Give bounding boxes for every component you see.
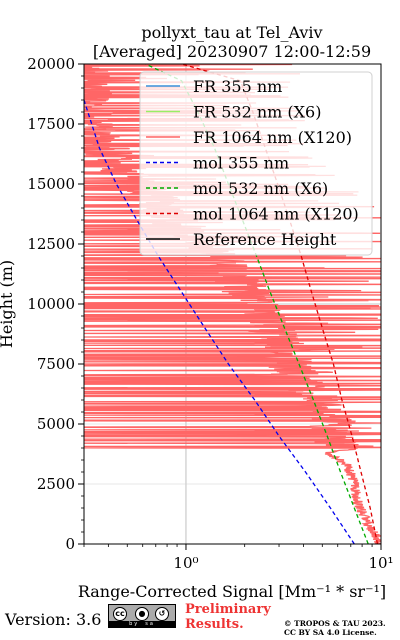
y-tick-label: 2500 — [37, 475, 75, 493]
legend-label: mol 532 nm (X6) — [193, 179, 328, 198]
chart-title: pollyxt_tau at Tel_Aviv — [141, 23, 322, 42]
y-tick-label: 0 — [65, 535, 75, 553]
legend-label: mol 1064 nm (X120) — [193, 205, 359, 224]
legend-box — [139, 71, 373, 256]
legend: FR 355 nm FR 532 nm (X6) FR 1064 nm (X120)… — [139, 71, 373, 256]
preliminary-line1: Preliminary — [185, 602, 271, 617]
legend-label: Reference Height — [193, 230, 337, 249]
y-tick-label: 15000 — [27, 175, 75, 193]
x-axis-label: Range-Corrected Signal [Mm⁻¹ * sr⁻¹] — [78, 582, 386, 601]
y-tick-label: 7500 — [37, 355, 75, 373]
legend-label: FR 1064 nm (X120) — [193, 128, 352, 147]
copyright-note: © TROPOS & TAU 2023. CC BY SA 4.0 Licens… — [284, 619, 386, 637]
legend-label: FR 532 nm (X6) — [193, 103, 321, 122]
sa-icon: ↺ — [155, 607, 169, 621]
legend-label: mol 355 nm — [193, 154, 289, 173]
chart-subtitle: [Averaged] 20230907 12:00-12:59 — [93, 42, 371, 61]
y-tick-label: 17500 — [27, 115, 75, 133]
legend-label: FR 355 nm — [193, 77, 282, 96]
cc-icon: cc — [113, 607, 127, 621]
cc-license-badge: cc ● ↺ by sa — [108, 604, 176, 628]
copyright-line1: © TROPOS & TAU 2023. — [284, 619, 386, 628]
x-tick-label: 10⁰ — [173, 554, 198, 572]
y-axis-ticks: 0 2500 5000 7500 10000 12500 15000 17500 20000 — [27, 55, 84, 553]
y-axis-label: Height (m) — [0, 260, 16, 348]
by-icon: ● — [135, 607, 149, 621]
y-tick-label: 20000 — [27, 55, 75, 73]
version-label: Version: 3.6 — [5, 610, 102, 629]
y-tick-label: 12500 — [27, 235, 75, 253]
y-tick-label: 5000 — [37, 415, 75, 433]
series-line-0 — [84, 99, 355, 544]
copyright-line2: CC BY SA 4.0 License. — [284, 628, 377, 637]
preliminary-line2: Results. — [185, 617, 244, 632]
x-tick-label: 10¹ — [368, 554, 393, 572]
x-axis-ticks: 10⁰ 10¹ — [83, 544, 394, 572]
y-tick-label: 10000 — [27, 295, 75, 313]
preliminary-note: Preliminary Results. — [185, 602, 271, 632]
